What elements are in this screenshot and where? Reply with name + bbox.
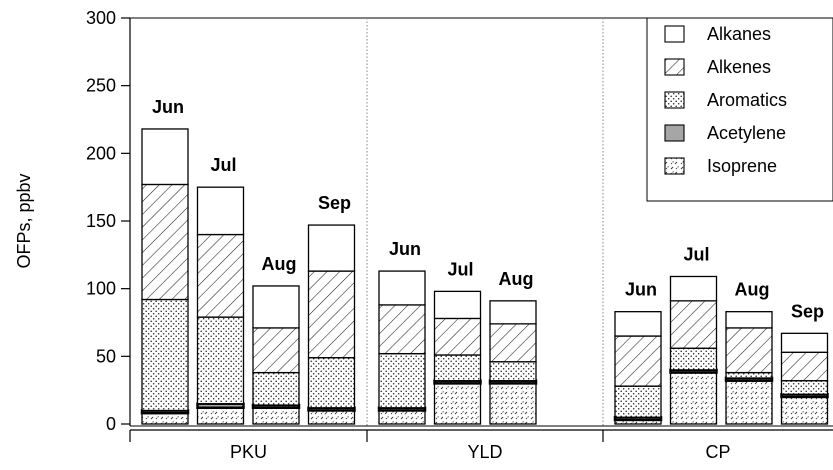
y-tick-label: 100 (86, 279, 116, 299)
bar-segment-aromatics (669, 347, 718, 371)
bar-month-label: Jul (447, 259, 473, 279)
bar-month-label: Jul (683, 244, 709, 264)
bar-segment-isoprene (196, 407, 245, 425)
bar-segment-isoprene (378, 409, 426, 425)
bar-segment-alkanes (780, 332, 829, 353)
bar-month-label: Jul (210, 155, 236, 175)
legend-label: Aromatics (707, 90, 787, 110)
bar-segment-alkanes (489, 300, 537, 325)
bar-segment-isoprene (252, 407, 300, 425)
bar-segment-alkanes (141, 128, 189, 186)
bar-month-label: Aug (499, 269, 534, 289)
bar-segment-isoprene (669, 371, 718, 425)
bar-segment-aromatics (141, 298, 189, 412)
bar-segment-alkenes (141, 183, 189, 301)
bar-segment-alkanes (725, 311, 773, 329)
bar-month-label: Aug (735, 280, 770, 300)
bar-segment-alkenes (614, 335, 662, 387)
bar-segment-aromatics (196, 316, 245, 405)
x-group-label: CP (705, 442, 730, 462)
legend-label: Alkanes (707, 24, 771, 44)
plot-area: 0 50 100 150 200 250 300 OFPs, ppbv PKU Jun Jul Aug… (14, 8, 833, 462)
bar-segment-aromatics (433, 354, 482, 382)
legend-label: Acetylene (707, 123, 786, 143)
bar-segment-alkanes (433, 290, 482, 320)
legend-swatch-isoprene (664, 157, 685, 175)
bar-segment-isoprene (489, 382, 537, 425)
bar-segment-alkenes (725, 327, 773, 374)
bar-segment-aromatics (307, 357, 356, 409)
bar-segment-alkanes (378, 270, 426, 306)
legend-swatch-acetylene (664, 124, 685, 142)
bar-segment-alkenes (307, 270, 356, 359)
bar-segment-alkanes (669, 275, 718, 302)
bar-segment-alkenes (489, 323, 537, 363)
bar-segment-alkanes (614, 311, 662, 337)
legend-swatch-alkenes (664, 58, 685, 76)
bar-segment-aromatics (252, 371, 300, 406)
bar-segment-alkenes (378, 304, 426, 355)
legend-swatch-aromatics (664, 91, 685, 109)
bar-segment-alkanes (252, 285, 300, 329)
bar-segment-alkenes (196, 233, 245, 318)
bar-segment-alkanes (307, 224, 356, 272)
bar-segment-isoprene (725, 380, 773, 425)
bar-segment-alkanes (196, 186, 245, 236)
y-tick-label: 0 (106, 414, 116, 434)
bar-month-label: Jun (625, 280, 657, 300)
x-group-label: YLD (467, 442, 502, 462)
y-tick-label: 200 (86, 143, 116, 163)
y-tick-label: 50 (96, 346, 116, 366)
y-tick-label: 250 (86, 76, 116, 96)
bar-segment-isoprene (780, 396, 829, 425)
bar-segment-alkenes (252, 327, 300, 374)
y-axis-label: OFPs, ppbv (14, 173, 34, 268)
bar-segment-aromatics (725, 371, 773, 379)
bar-month-label: Sep (318, 193, 351, 213)
bar-month-label: Sep (791, 301, 824, 321)
bar-segment-isoprene (433, 382, 482, 425)
legend-label: Alkenes (707, 57, 771, 77)
bar-segment-isoprene (141, 412, 189, 425)
y-tick-label: 150 (86, 211, 116, 231)
legend: Alkanes Alkenes Aromatics Acetylene Isoprene (646, 17, 833, 202)
bar-segment-aromatics (378, 352, 426, 409)
legend-label: Isoprene (707, 156, 777, 176)
bar-segment-aromatics (780, 380, 829, 395)
bar-segment-aromatics (489, 361, 537, 382)
y-tick-label: 300 (86, 8, 116, 28)
x-group-label: PKU (230, 442, 267, 462)
bar-segment-isoprene (307, 409, 356, 425)
bar-segment-alkenes (669, 300, 718, 349)
bar-month-label: Aug (262, 254, 297, 274)
bar-month-label: Jun (389, 239, 421, 259)
bar-segment-aromatics (614, 385, 662, 418)
bar-segment-alkenes (433, 317, 482, 356)
bar-segment-alkenes (780, 351, 829, 382)
bar-month-label: Jun (152, 97, 184, 117)
legend-swatch-alkanes (664, 25, 685, 43)
